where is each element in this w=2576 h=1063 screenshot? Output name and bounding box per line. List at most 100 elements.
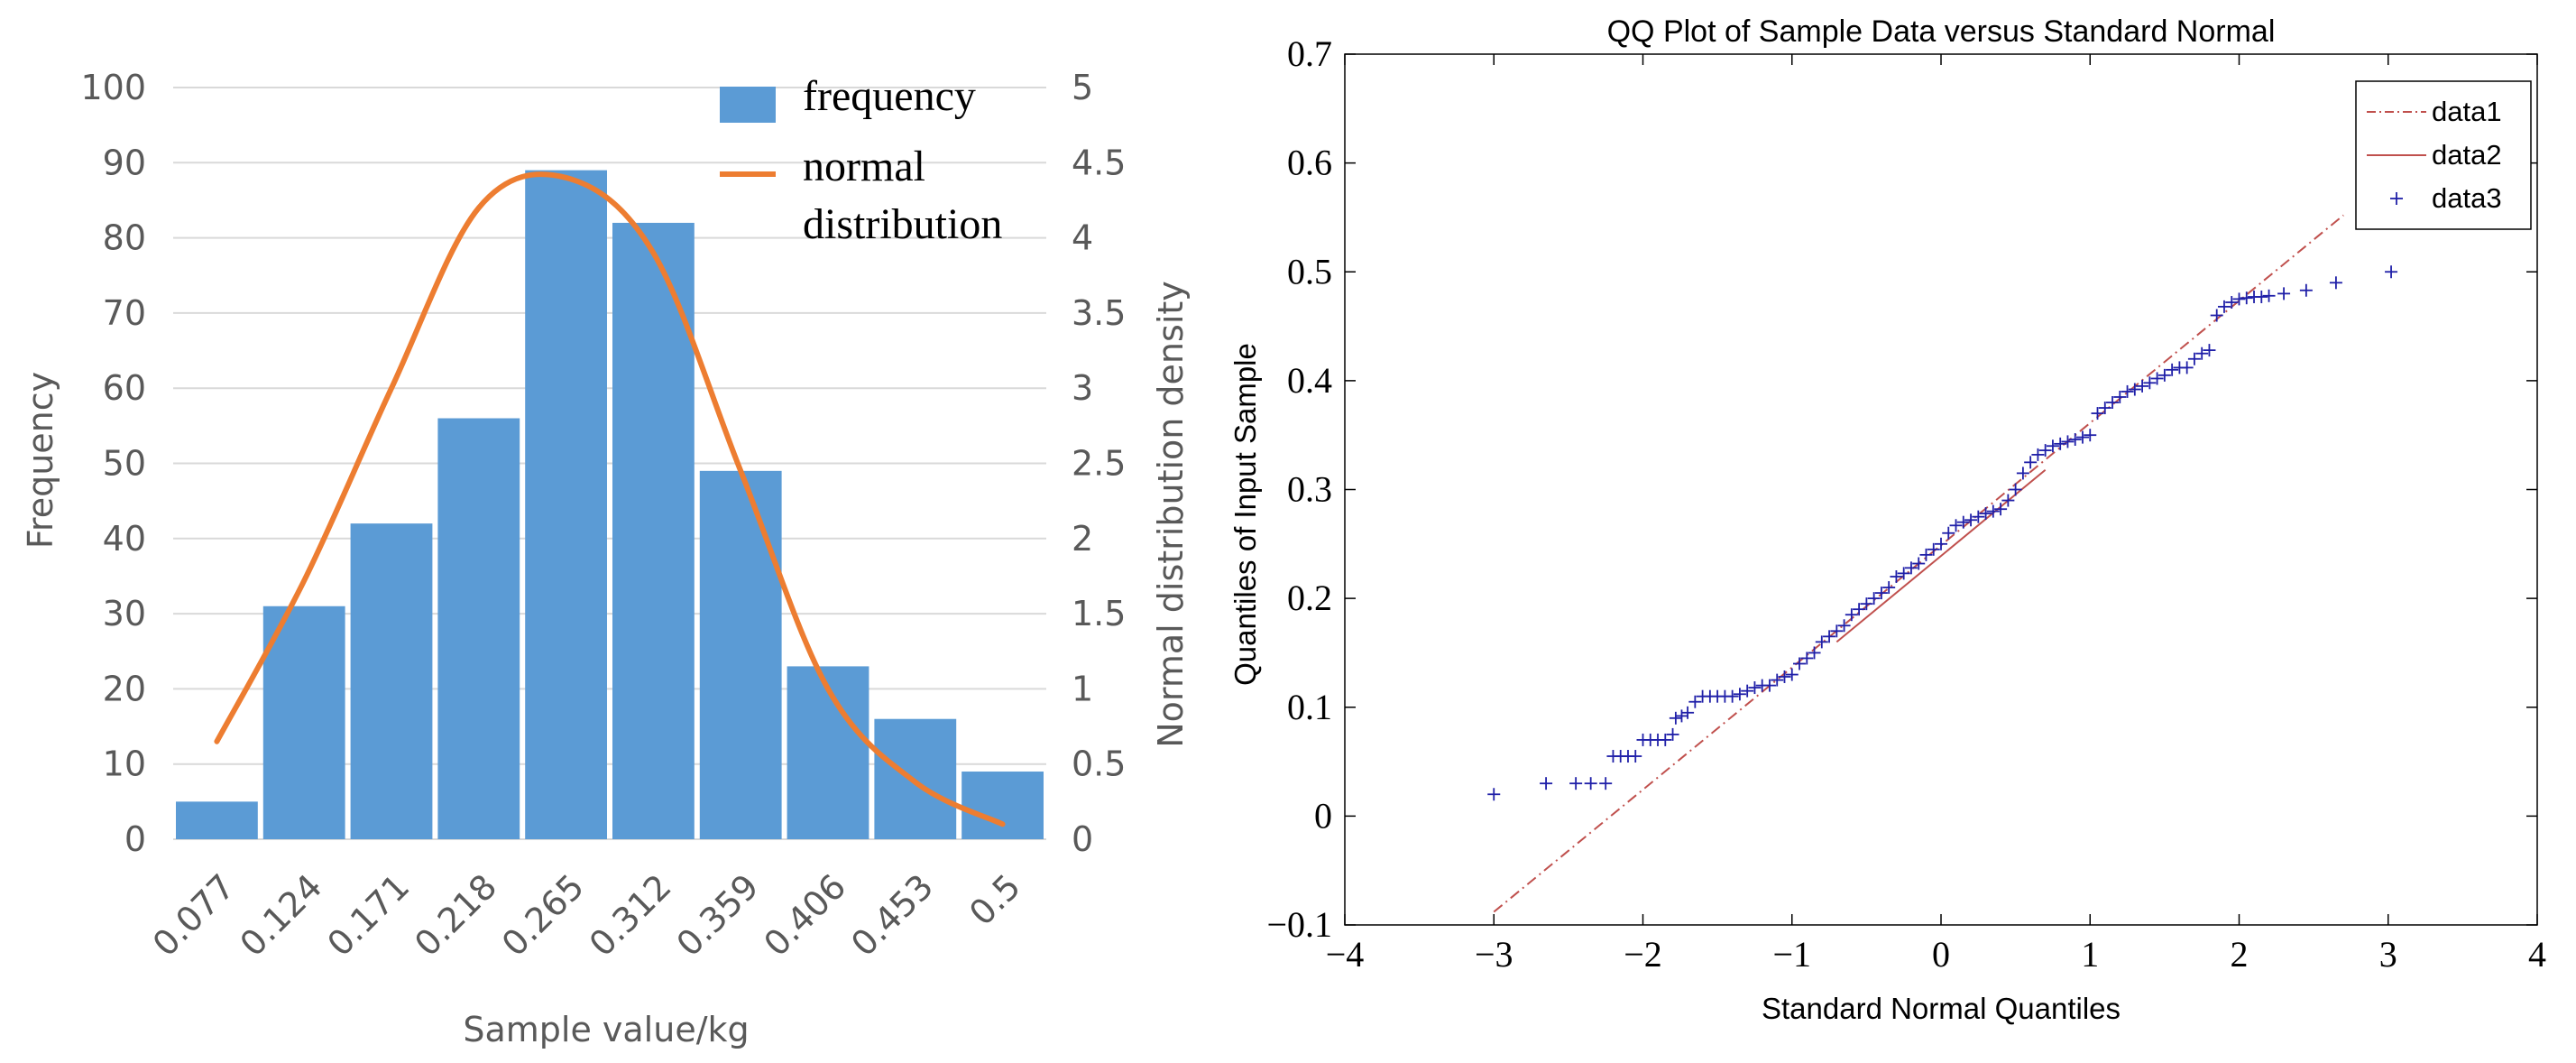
qq-y-tick-label: 0.7: [1287, 33, 1332, 74]
histogram-x-tick-label: 0.406: [756, 866, 853, 964]
histogram-y-tick-label: 50: [103, 444, 146, 484]
qq-data3-point: [2084, 429, 2097, 442]
qq-data3-point: [2195, 347, 2209, 360]
normal-distribution-curve: [214, 171, 1006, 827]
histogram-y2-tick-label: 3: [1072, 368, 1093, 408]
qq-data3-point: [1986, 504, 2000, 518]
qq-data3-point: [1845, 608, 1858, 622]
qq-data3-point: [1681, 706, 1695, 719]
histogram-bar: [612, 222, 695, 839]
qq-data3-point: [1808, 646, 1821, 660]
qq-data3-point: [1725, 689, 1739, 703]
qq-data3-point: [1741, 684, 1754, 698]
qq-x-tick-label: −3: [1475, 934, 1513, 975]
qq-data3-point: [1890, 570, 1903, 583]
histogram-y2-tick-label: 0: [1072, 819, 1093, 859]
histogram-x-tick-label: 0.312: [582, 866, 679, 964]
qq-data3-point: [2136, 379, 2149, 393]
qq-data3-point: [1912, 557, 1926, 570]
legend-data1-label: data1: [2432, 96, 2502, 127]
qq-data3-point: [1748, 681, 1762, 695]
qq-data3-point: [1979, 507, 1992, 521]
qq-data3-point: [1837, 619, 1851, 633]
histogram-x-tick-label: 0.077: [145, 866, 243, 964]
legend-data3-swatch: [2390, 192, 2403, 205]
qq-data3-point: [1927, 542, 1940, 556]
qq-data3-point: [1675, 709, 1688, 723]
qq-x-tick-label: 2: [2231, 934, 2249, 975]
qq-x-tick-label: 3: [2379, 934, 2397, 975]
histogram-y-tick-label: 90: [103, 143, 146, 182]
qq-data3-point: [2016, 467, 2029, 480]
legend-normal-distribution-label-line1: normal: [803, 143, 925, 190]
histogram-x-tick-label: 0.453: [843, 866, 941, 964]
qq-data3-point: [1874, 587, 1888, 600]
qq-data3-point: [1994, 503, 2008, 516]
qq-data3-point: [2180, 361, 2194, 374]
qq-data3-point: [2240, 291, 2253, 305]
histogram-bar: [350, 523, 433, 839]
histogram-y2-axis-title: Normal distribution density: [1151, 281, 1191, 748]
qq-data3-point: [1956, 515, 1970, 529]
histogram-y-tick-label: 60: [103, 368, 146, 408]
qq-data3-point: [2166, 363, 2179, 376]
qq-x-tick-label: −4: [1326, 934, 1365, 975]
qq-data3-point: [1860, 597, 1873, 611]
histogram-chart: 0 10 20 30 40 50 60 70 80 90 100 0 0.5 1 1.5 2 2.5 3 3.5 4…: [21, 68, 1191, 1049]
qq-data3-point: [1487, 788, 1501, 801]
qq-y-tick-label: 0.2: [1287, 578, 1332, 618]
histogram-x-axis-title: Sample value/kg: [463, 1010, 749, 1049]
qq-x-tick-label: 4: [2528, 934, 2546, 975]
qq-data3-point: [1778, 670, 1791, 683]
qq-data3-point: [2255, 290, 2268, 303]
histogram-right-y-ticks: 0 0.5 1 1.5 2 2.5 3 3.5 4 4.5 5: [1072, 68, 1126, 859]
qq-y-tick-label: 0.6: [1287, 143, 1332, 183]
qq-plot-y-axis-title: Quantiles of Input Sample: [1228, 343, 1262, 686]
qq-data3-point: [2075, 430, 2089, 444]
qq-plot-x-axis-title: Standard Normal Quantiles: [1762, 992, 2121, 1025]
histogram-x-tick-label: 0.359: [669, 866, 767, 964]
qq-data3-point: [1771, 673, 1784, 687]
histogram-x-tick-label: 0.265: [494, 866, 592, 964]
qq-y-tick-label: 0.3: [1287, 469, 1332, 510]
qq-data3-point: [1867, 592, 1881, 605]
qq-data3-point: [1800, 652, 1814, 665]
qq-y-tick-label: 0: [1314, 795, 1332, 836]
qq-data3-point: [2106, 396, 2120, 409]
legend-normal-distribution-label-line2: distribution: [803, 200, 1002, 248]
qq-data3-point: [2262, 289, 2276, 302]
qq-y-tick-label: −0.1: [1266, 904, 1332, 945]
histogram-y2-tick-label: 4: [1072, 218, 1093, 258]
qq-data3-point: [1584, 777, 1597, 790]
qq-data3-point: [2232, 292, 2246, 306]
qq-data3-point: [1919, 548, 1933, 561]
qq-data3-point: [2001, 494, 2015, 507]
qq-data3-point: [1666, 727, 1679, 741]
qq-data3-point: [2299, 283, 2313, 297]
qq-plot-title: QQ Plot of Sample Data versus Standard N…: [1607, 14, 2276, 49]
qq-data3-point: [1540, 777, 1553, 790]
qq-data3-point: [2128, 383, 2141, 396]
qq-plot-legend: data1 data2 data3: [2355, 80, 2532, 230]
qq-data3-point: [1942, 526, 1955, 540]
histogram-bars: [176, 170, 1044, 839]
qq-data3-point: [2046, 439, 2059, 453]
qq-data2-line: [1835, 469, 2047, 643]
qq-data3-point: [1823, 630, 1836, 643]
histogram-y2-tick-label: 3.5: [1072, 293, 1126, 333]
legend-frequency-swatch: [720, 87, 776, 123]
qq-data3-point: [2277, 287, 2291, 300]
histogram-y2-tick-label: 2.5: [1072, 444, 1126, 484]
qq-data3-point: [2061, 435, 2075, 448]
histogram-y2-tick-label: 2: [1072, 519, 1093, 559]
qq-data3-point: [2091, 407, 2104, 421]
qq-data3-point: [1815, 635, 1828, 649]
legend-data2-label: data2: [2432, 139, 2502, 171]
qq-data3-point: [1785, 668, 1799, 681]
qq-data3-point: [2225, 296, 2239, 310]
histogram-y-axis-title: Frequency: [21, 372, 60, 549]
qq-data3-point: [2385, 265, 2398, 279]
qq-data3-point: [2210, 309, 2223, 322]
qq-data3-point: [1972, 510, 1985, 523]
